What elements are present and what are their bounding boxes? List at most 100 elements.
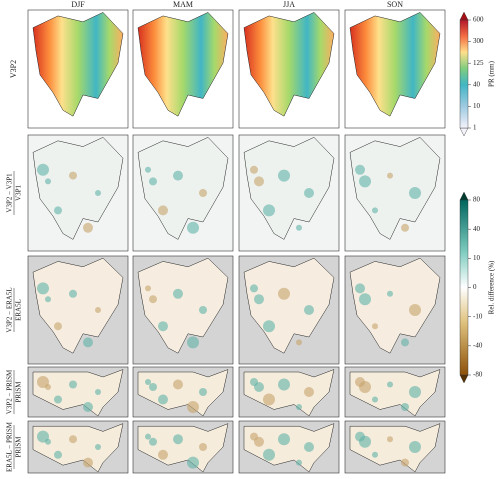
map-anomaly — [355, 377, 365, 387]
colorbar-tick-label: 80 — [473, 196, 481, 204]
map-anomaly — [278, 433, 290, 446]
map-anomaly — [250, 432, 258, 441]
map-anomaly — [372, 396, 378, 403]
colorbar-tick-label: 10 — [473, 254, 481, 262]
map-anomaly — [199, 189, 207, 197]
map-anomaly — [95, 307, 101, 313]
map-land — [243, 12, 335, 117]
map-anomaly — [254, 176, 264, 187]
map-anomaly — [387, 172, 393, 179]
map-anomaly — [359, 293, 371, 306]
colorbar-extend — [459, 11, 469, 21]
map-anomaly — [199, 306, 207, 314]
map-anomaly — [83, 402, 93, 412]
map-land — [32, 369, 124, 417]
map-anomaly — [83, 222, 93, 233]
row-label: V3P2 − PRISM PRISM — [6, 369, 23, 414]
map-anomaly — [263, 448, 275, 461]
map-anomaly — [158, 321, 168, 332]
map-land — [349, 423, 441, 473]
colorbar-tick-label: 300 — [473, 37, 484, 45]
colorbar-tick-label: 125 — [473, 59, 484, 67]
colorbar-label-text: PR (mm) — [488, 60, 496, 87]
map-anomaly — [149, 295, 157, 304]
map-anomaly — [69, 171, 77, 180]
map-anomaly — [158, 205, 168, 216]
map-anomaly — [37, 163, 49, 176]
map-anomaly — [250, 284, 258, 293]
map-land — [349, 137, 441, 240]
map-anomaly — [187, 401, 199, 413]
map-anomaly — [304, 188, 314, 198]
column-header: SON — [387, 0, 403, 9]
colorbar-label: PR (mm) — [488, 60, 496, 87]
row-label-denominator: PRISM — [15, 436, 23, 458]
colorbar-tick-label: 1 — [473, 124, 477, 132]
map-land — [32, 137, 124, 240]
map-anomaly — [401, 458, 409, 467]
row-label: V3P2 − ERA5L ERA5L — [6, 287, 23, 332]
map-anomaly — [69, 435, 77, 444]
map-anomaly — [37, 282, 49, 295]
map-land — [32, 257, 124, 354]
colorbar-label: Rel. difference (%) — [488, 260, 496, 314]
map-anomaly — [401, 223, 409, 232]
map-anomaly — [149, 383, 157, 391]
colorbar-tick-label: 10 — [473, 102, 481, 110]
column-header: DJF — [71, 0, 85, 9]
map-anomaly — [263, 204, 275, 217]
map-anomaly — [296, 339, 302, 346]
colorbar-label-text: Rel. difference (%) — [488, 260, 496, 314]
map-anomaly — [304, 442, 314, 452]
map-anomaly — [145, 166, 151, 173]
colorbar-tick-label: 0 — [473, 283, 477, 291]
map-anomaly — [387, 436, 393, 443]
map-anomaly — [69, 380, 77, 389]
row-label: V3P2 — [9, 60, 18, 78]
map-anomaly — [149, 177, 157, 186]
row-label-numerator: V3P2 − ERA5L — [6, 287, 14, 332]
map-anomaly — [83, 457, 93, 468]
row-label-numerator: V3P2 − PRISM — [6, 369, 14, 414]
row-label: ERA5L − PRISM PRISM — [6, 421, 23, 472]
map-anomaly — [145, 433, 151, 440]
colorbar-extend — [459, 191, 469, 201]
map-anomaly — [173, 379, 183, 390]
map-anomaly — [145, 379, 151, 385]
colorbar-tick-label: 600 — [473, 16, 484, 24]
row-label-numerator: ERA5L − PRISM — [6, 421, 14, 472]
colorbar-extend — [459, 374, 469, 384]
row-label-numerator: V3P2 − V3P1 — [6, 173, 14, 213]
map-anomaly — [409, 187, 421, 199]
colorbar-tick-label: -40 — [473, 341, 483, 349]
map-anomaly — [199, 443, 207, 451]
map-anomaly — [254, 294, 264, 305]
column-header: MAM — [173, 0, 193, 9]
map-anomaly — [54, 206, 62, 215]
map-anomaly — [250, 165, 258, 174]
map-anomaly — [304, 305, 314, 315]
map-anomaly — [95, 389, 101, 395]
map-anomaly — [158, 394, 168, 405]
row-label-denominator: ERA5L — [15, 299, 23, 321]
map-anomaly — [45, 178, 51, 185]
map-anomaly — [278, 287, 290, 300]
map-anomaly — [95, 190, 101, 196]
map-anomaly — [372, 207, 378, 214]
map-anomaly — [173, 288, 183, 299]
map-anomaly — [401, 338, 409, 347]
colorbar-tick-label: -80 — [473, 371, 483, 379]
map-anomaly — [263, 393, 275, 406]
column-header: JJA — [283, 0, 295, 9]
map-anomaly — [37, 376, 49, 388]
colorbar-tick-label: -10 — [473, 312, 483, 320]
map-anomaly — [387, 381, 393, 388]
map-land — [32, 12, 124, 117]
map-anomaly — [296, 404, 302, 410]
map-anomaly — [69, 289, 77, 298]
map-anomaly — [409, 304, 421, 316]
map-anomaly — [158, 449, 168, 460]
map-land — [137, 12, 229, 117]
map-anomaly — [54, 395, 62, 404]
